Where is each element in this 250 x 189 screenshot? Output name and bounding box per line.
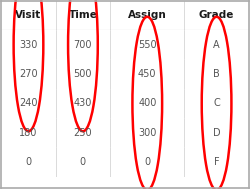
Text: 450: 450 [138, 69, 156, 79]
Text: F: F [214, 157, 220, 167]
Text: 0: 0 [26, 157, 32, 167]
Text: Time: Time [68, 10, 97, 20]
Text: 500: 500 [74, 69, 92, 79]
Text: C: C [213, 98, 220, 108]
Text: 550: 550 [138, 40, 156, 50]
Text: 180: 180 [19, 128, 38, 138]
Text: B: B [213, 69, 220, 79]
Text: 300: 300 [138, 128, 156, 138]
Text: 270: 270 [19, 69, 38, 79]
Text: Visit: Visit [15, 10, 42, 20]
Text: Grade: Grade [199, 10, 234, 20]
Text: A: A [213, 40, 220, 50]
Text: 400: 400 [138, 98, 156, 108]
Text: D: D [213, 128, 220, 138]
Text: 0: 0 [144, 157, 150, 167]
Text: 240: 240 [19, 98, 38, 108]
Text: 700: 700 [74, 40, 92, 50]
Text: 250: 250 [74, 128, 92, 138]
Text: 0: 0 [80, 157, 86, 167]
Text: 330: 330 [19, 40, 38, 50]
Text: Assign: Assign [128, 10, 167, 20]
Text: 430: 430 [74, 98, 92, 108]
